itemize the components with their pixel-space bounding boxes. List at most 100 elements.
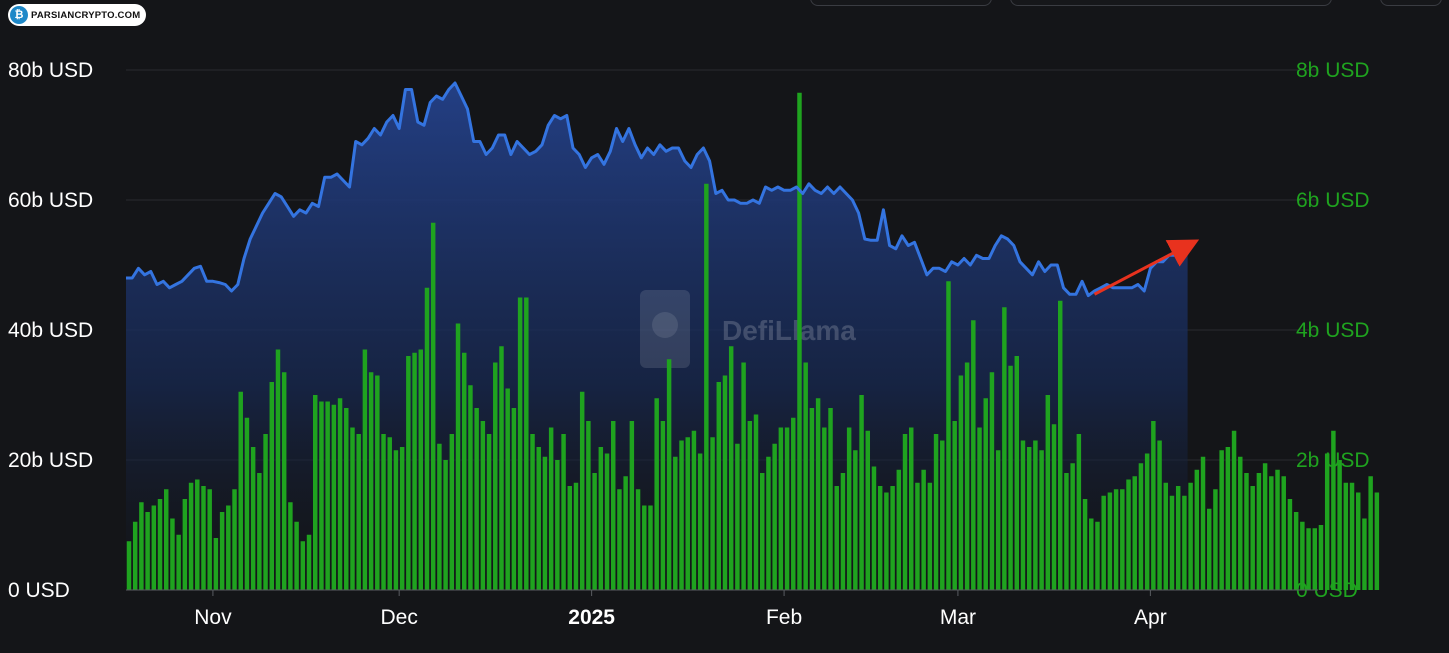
- volume-bar: [1281, 476, 1286, 590]
- x-tick-label: Mar: [940, 606, 976, 629]
- volume-bar: [524, 297, 529, 590]
- y-left-tick-label: 60b USD: [8, 189, 93, 212]
- axes: 0 USD 20b USD 40b USD 60b USD 80b USD 0 USD 2b…: [8, 59, 1370, 629]
- volume-bar: [1008, 365, 1013, 590]
- volume-bar: [542, 456, 548, 590]
- volume-bar: [735, 443, 740, 590]
- volume-bar: [201, 486, 206, 590]
- volume-bar: [362, 349, 368, 590]
- volume-bar: [406, 356, 411, 590]
- volume-bar: [1051, 424, 1057, 590]
- volume-bar: [865, 430, 871, 590]
- volume-bar: [977, 427, 982, 590]
- volume-bar: [797, 92, 802, 590]
- volume-bar: [1300, 521, 1305, 590]
- volume-bar: [1182, 495, 1187, 590]
- volume-bar: [499, 346, 504, 590]
- volume-bar: [356, 434, 361, 590]
- volume-bar: [449, 434, 455, 590]
- volume-bar: [424, 287, 430, 590]
- volume-bar: [704, 183, 709, 590]
- volume-bar: [474, 408, 479, 590]
- volume-bar: [1262, 463, 1268, 590]
- volume-bar: [946, 281, 951, 590]
- volume-bar: [375, 375, 380, 590]
- volume-bar: [1070, 463, 1075, 590]
- volume-bar: [1318, 525, 1324, 590]
- volume-bar: [648, 505, 653, 590]
- volume-bar: [207, 489, 212, 590]
- volume-bar: [1120, 489, 1125, 590]
- volume-bar: [902, 434, 908, 590]
- volume-bar: [151, 505, 157, 590]
- volume-bar: [927, 482, 933, 590]
- volume-bar: [1144, 453, 1150, 590]
- volume-bar: [579, 391, 585, 590]
- x-tick-label: Nov: [194, 606, 232, 629]
- volume-bar: [399, 447, 405, 590]
- volume-bar: [940, 440, 945, 590]
- volume-bar: [232, 489, 237, 590]
- volume-bar: [778, 427, 784, 590]
- volume-bar: [139, 502, 144, 590]
- volume-bar: [1275, 469, 1280, 590]
- volume-bar: [1089, 518, 1094, 590]
- volume-bar: [250, 447, 256, 590]
- volume-bar: [728, 346, 734, 590]
- logo-text: PARSIANCRYPTO.COM: [31, 9, 141, 21]
- volume-bar: [443, 460, 448, 590]
- volume-bar: [1293, 512, 1299, 590]
- volume-bar: [909, 427, 914, 590]
- volume-bar: [1026, 447, 1032, 590]
- volume-bar: [604, 453, 610, 590]
- y-left-tick-label: 20b USD: [8, 449, 93, 472]
- volume-bar: [182, 499, 188, 590]
- volume-bar: [1082, 499, 1088, 590]
- volume-bar: [598, 447, 604, 590]
- volume-bar: [275, 349, 281, 590]
- volume-bar: [157, 499, 163, 590]
- volume-bar: [238, 391, 243, 590]
- volume-bar: [462, 352, 467, 590]
- volume-bar: [1020, 440, 1026, 590]
- x-tick-label: 2025: [568, 606, 615, 629]
- volume-bar: [213, 538, 219, 590]
- volume-bar: [126, 541, 132, 590]
- volume-bar: [1306, 528, 1311, 590]
- volume-bar: [430, 222, 436, 590]
- volume-bar: [325, 401, 330, 590]
- volume-bar: [1343, 482, 1349, 590]
- volume-bar: [822, 427, 827, 590]
- y-right-tick-label: 6b USD: [1296, 189, 1370, 212]
- volume-bar: [716, 382, 722, 590]
- volume-bar: [1225, 447, 1231, 590]
- volume-bar: [958, 375, 964, 590]
- volume-bar: [1113, 489, 1119, 590]
- volume-bar: [828, 408, 833, 590]
- volume-bar: [846, 427, 852, 590]
- volume-bar: [1014, 356, 1020, 590]
- volume-bar: [331, 404, 337, 590]
- y-right-tick-label: 2b USD: [1296, 449, 1370, 472]
- volume-bar: [685, 437, 690, 590]
- trend-arrow-line: [1093, 239, 1200, 296]
- volume-bar: [952, 421, 957, 590]
- volume-bar: [257, 473, 262, 590]
- volume-bar: [1250, 486, 1255, 590]
- volume-bar: [673, 456, 678, 590]
- volume-bar: [921, 469, 926, 590]
- volume-bar: [1157, 440, 1162, 590]
- y-right-tick-label: 4b USD: [1296, 319, 1370, 342]
- volume-bar: [530, 434, 535, 590]
- volume-bar: [1064, 473, 1069, 590]
- volume-bar: [226, 505, 231, 590]
- volume-bar: [815, 398, 821, 590]
- volume-bar: [555, 460, 560, 590]
- volume-bar: [871, 466, 877, 590]
- volume-bar: [611, 421, 616, 590]
- logo-icon: ₿: [10, 6, 28, 24]
- x-tick-label: Dec: [380, 606, 417, 629]
- volume-bar: [344, 408, 349, 590]
- volume-bar: [188, 482, 194, 590]
